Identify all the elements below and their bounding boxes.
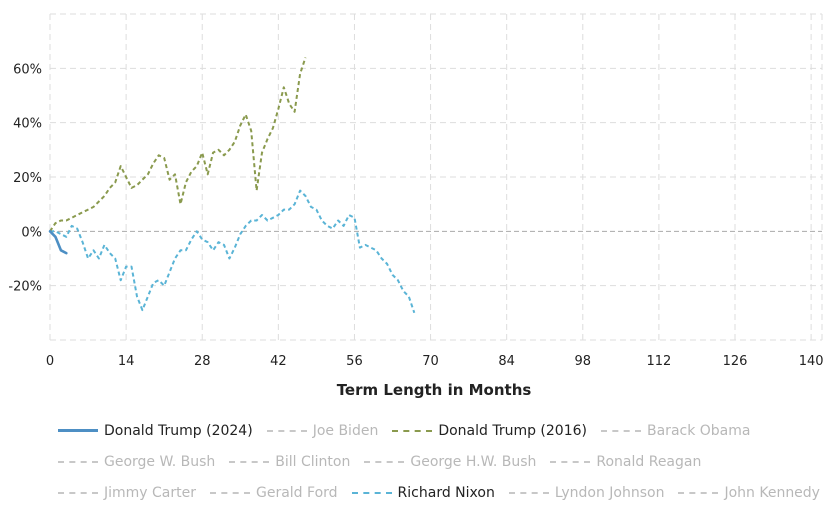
x-axis-title: Term Length in Months xyxy=(337,381,532,399)
series-line-richard-nixon xyxy=(50,189,416,314)
x-tick-label: 14 xyxy=(118,354,135,369)
legend-swatch xyxy=(58,461,98,463)
y-axis-ticks: -20% 0% 20% 40% 60% xyxy=(8,62,42,294)
x-axis-ticks: 0 14 28 42 56 70 84 98 112 126 140 xyxy=(46,354,824,369)
series-line-donald-trump-2024 xyxy=(48,230,68,255)
legend-label: Joe Biden xyxy=(312,423,379,439)
legend-swatch xyxy=(508,492,549,494)
legend-swatch xyxy=(601,430,641,432)
x-tick-label: 84 xyxy=(498,354,515,369)
y-tick-label: 40% xyxy=(13,117,42,132)
legend-label: George W. Bush xyxy=(104,454,216,470)
legend-swatch xyxy=(58,429,98,432)
legend-item-donald-trump-2024[interactable]: Donald Trump (2024) xyxy=(58,423,253,439)
legend-item-richard-nixon[interactable]: Richard Nixon xyxy=(351,485,495,501)
legend-item-lyndon-johnson[interactable]: Lyndon Johnson xyxy=(508,485,665,501)
legend-label: Bill Clinton xyxy=(275,454,351,470)
legend: Donald Trump (2024) Joe Biden Donald Trump… xyxy=(58,420,828,513)
x-tick-label: 70 xyxy=(422,354,439,369)
y-tick-label: 0% xyxy=(21,225,42,240)
legend-swatch xyxy=(678,492,719,494)
y-tick-label: 20% xyxy=(13,171,42,186)
legend-item-joe-biden[interactable]: Joe Biden xyxy=(266,423,379,439)
y-tick-label: -20% xyxy=(8,280,42,295)
legend-row: Donald Trump (2024) Joe Biden Donald Trump… xyxy=(58,420,828,451)
legend-label: Lyndon Johnson xyxy=(554,485,665,501)
x-tick-label: 42 xyxy=(270,354,287,369)
legend-label: Richard Nixon xyxy=(397,485,495,501)
legend-swatch xyxy=(229,461,270,463)
legend-label: George H.W. Bush xyxy=(410,454,537,470)
legend-label: Donald Trump (2016) xyxy=(438,423,587,439)
legend-label: Jimmy Carter xyxy=(104,485,196,501)
x-tick-label: 112 xyxy=(646,354,671,369)
legend-label: Gerald Ford xyxy=(256,485,338,501)
x-tick-label: 56 xyxy=(346,354,363,369)
grid-lines xyxy=(49,13,823,341)
legend-item-george-w-bush[interactable]: George W. Bush xyxy=(58,454,215,470)
legend-item-barack-obama[interactable]: Barack Obama xyxy=(601,423,750,439)
legend-row: Jimmy Carter Gerald Ford Richard Nixon Lynd… xyxy=(58,482,828,513)
series-line-donald-trump-2016 xyxy=(49,57,307,232)
legend-label: Ronald Reagan xyxy=(596,454,702,470)
legend-item-john-kennedy[interactable]: John Kennedy xyxy=(678,485,820,501)
legend-item-george-h-w-bush[interactable]: George H.W. Bush xyxy=(364,454,536,470)
legend-swatch xyxy=(58,492,98,494)
x-tick-label: 126 xyxy=(723,354,748,369)
legend-item-bill-clinton[interactable]: Bill Clinton xyxy=(229,454,350,470)
legend-row: George W. Bush Bill Clinton George H.W. Bu… xyxy=(58,451,828,482)
legend-swatch xyxy=(550,461,591,463)
x-tick-label: 98 xyxy=(575,354,592,369)
legend-label: Donald Trump (2024) xyxy=(104,422,253,439)
legend-item-ronald-reagan[interactable]: Ronald Reagan xyxy=(550,454,701,470)
legend-label: John Kennedy xyxy=(724,485,820,501)
legend-item-gerald-ford[interactable]: Gerald Ford xyxy=(210,485,338,501)
legend-swatch xyxy=(266,430,307,432)
legend-item-donald-trump-2016[interactable]: Donald Trump (2016) xyxy=(392,423,587,439)
series-layer xyxy=(48,57,416,314)
x-tick-label: 140 xyxy=(799,354,824,369)
legend-swatch xyxy=(392,430,433,432)
legend-label: Barack Obama xyxy=(647,423,751,439)
x-tick-label: 0 xyxy=(46,354,54,369)
legend-swatch xyxy=(351,492,392,494)
legend-swatch xyxy=(210,492,250,494)
legend-swatch xyxy=(364,461,405,463)
x-tick-label: 28 xyxy=(194,354,211,369)
legend-item-jimmy-carter[interactable]: Jimmy Carter xyxy=(58,485,196,501)
chart-plot: 0 14 28 42 56 70 84 98 112 126 140 -20% 0% 20% 40% 60%… xyxy=(8,13,824,399)
y-tick-label: 60% xyxy=(13,62,42,77)
